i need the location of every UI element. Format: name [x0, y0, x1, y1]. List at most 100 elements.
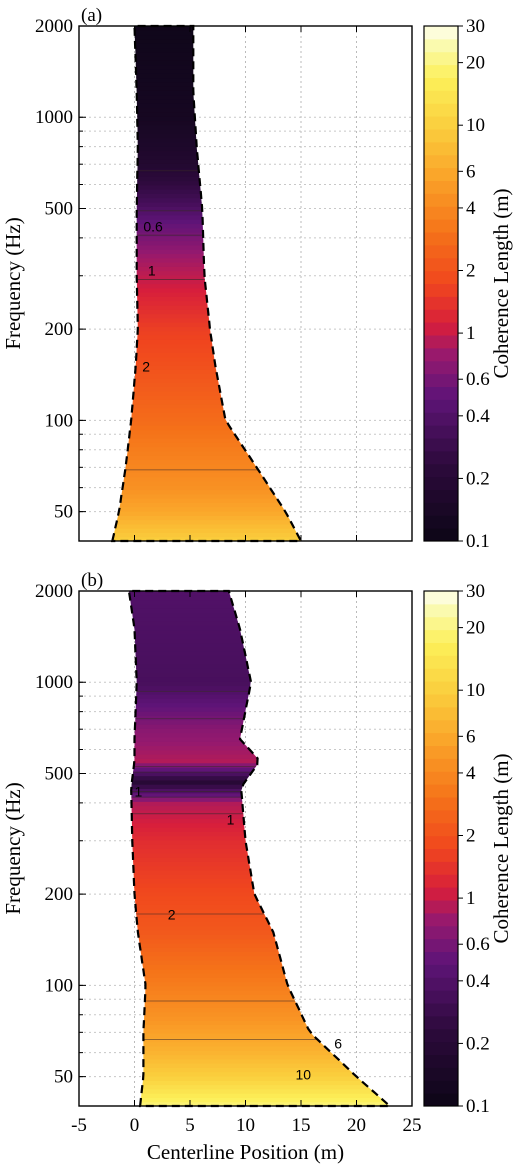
field-band [112, 313, 301, 319]
colorbar-segment [424, 64, 458, 78]
field-band [112, 343, 301, 349]
field-band [112, 386, 301, 392]
field-band [128, 934, 390, 940]
field-band [112, 300, 301, 306]
colorbar-segment [424, 784, 458, 798]
colorbar-segment [424, 938, 458, 952]
panel-b: 1 1 2 6 10 -5 0 5 10 15 20 25 50 100 200 500 1000 2000 Fre… [1, 570, 513, 1164]
field-band [112, 420, 301, 426]
y-tick-label: 1000 [35, 672, 73, 693]
field-band [112, 360, 301, 366]
colorbar-segment [424, 732, 458, 746]
field-band [112, 450, 301, 456]
colorbar-tick-label: 0.1 [466, 531, 490, 552]
colorbar-label: Coherence Length (m) [489, 753, 513, 943]
colorbar-segment [424, 1080, 458, 1094]
contour-label: 2 [168, 906, 176, 922]
colorbar-segment [424, 719, 458, 734]
colorbar-segment [424, 244, 458, 259]
colorbar-segment [424, 399, 458, 413]
field-band [112, 382, 301, 388]
colorbar-tick-label: 10 [466, 680, 485, 701]
colorbar-segment [424, 822, 458, 837]
y-axis-label: Frequency (Hz) [1, 782, 25, 914]
colorbar-segment [424, 51, 458, 66]
x-tick-label: 10 [236, 1115, 255, 1136]
field-band [112, 433, 301, 439]
colorbar-segment [424, 489, 458, 503]
colorbar-segment [424, 77, 458, 91]
field-band [112, 510, 301, 516]
colorbar-segment [424, 1015, 458, 1030]
colorbar-tick-label: 10 [466, 115, 485, 136]
field-band [112, 377, 301, 383]
colorbar-tick-label: 0.1 [466, 1096, 490, 1117]
colorbar-segment [424, 1041, 458, 1055]
x-tick-label: 25 [403, 1115, 422, 1136]
field-band [112, 498, 301, 503]
field-band [112, 322, 301, 328]
colorbar-segment [424, 887, 458, 901]
colorbar-segment [424, 386, 458, 400]
colorbar-segment [424, 694, 458, 708]
field-band [112, 446, 301, 452]
field-band [128, 985, 390, 991]
y-tick-label: 200 [45, 884, 74, 905]
colorbar-segment [424, 232, 458, 246]
panel-label: (b) [81, 570, 103, 591]
field-band [112, 399, 301, 405]
field-band [128, 964, 390, 970]
colorbar-segment [424, 463, 458, 478]
colorbar-tick-label: 4 [466, 198, 476, 219]
colorbar-segment [424, 874, 458, 888]
x-tick-label: 20 [347, 1115, 366, 1136]
colorbar-segment [424, 977, 458, 991]
field-band [128, 1101, 390, 1106]
field-band [128, 912, 390, 918]
colorbar-segment [424, 591, 458, 605]
colorbar-segment [424, 438, 458, 452]
colorbar-segment [424, 706, 458, 721]
colorbar-segment [424, 103, 458, 117]
colorbar-segment [424, 283, 458, 297]
colorbar-segment [424, 616, 458, 631]
colorbar-segment [424, 642, 458, 656]
field-band [128, 930, 390, 935]
field-band [128, 1080, 390, 1086]
colorbar-tick-label: 0.2 [466, 468, 490, 489]
colorbar-segment [424, 1067, 458, 1081]
colorbar-segment [424, 167, 458, 181]
colorbar-segment [424, 412, 458, 426]
colorbar-tick-label: 2 [466, 261, 476, 282]
field-band [112, 455, 301, 461]
field-band [128, 1020, 390, 1026]
colorbar-segment [424, 951, 458, 965]
field-band [128, 1097, 390, 1103]
colorbar-segment [424, 26, 458, 40]
field-band [128, 1058, 390, 1064]
colorbar-segment [424, 964, 458, 978]
field-band [112, 536, 301, 541]
field-band [112, 506, 301, 512]
colorbar-segment [424, 603, 458, 618]
colorbar-segment [424, 655, 458, 669]
colorbar-segment [424, 797, 458, 811]
colorbar-segment [424, 425, 458, 439]
field-band [128, 951, 390, 957]
field-band [128, 921, 390, 927]
colorbar-tick-label: 20 [466, 53, 485, 74]
colorbar: 0.1 0.2 0.4 0.6 1 2 4 6 10 20 30 Coherence Length (… [423, 581, 513, 1117]
contour-label: 0.6 [143, 218, 163, 234]
colorbar-segment [424, 335, 458, 349]
colorbar-tick-label: 4 [466, 763, 476, 784]
colorbar-tick-label: 20 [466, 618, 485, 639]
field-band [128, 994, 390, 1000]
colorbar-segment [424, 990, 458, 1004]
field-band [112, 356, 301, 362]
x-tick-label: -5 [71, 1115, 87, 1136]
field-band [112, 493, 301, 499]
panel-label: (a) [81, 5, 102, 26]
contour-label: 6 [334, 1035, 342, 1051]
y-tick-label: 2000 [35, 581, 73, 602]
